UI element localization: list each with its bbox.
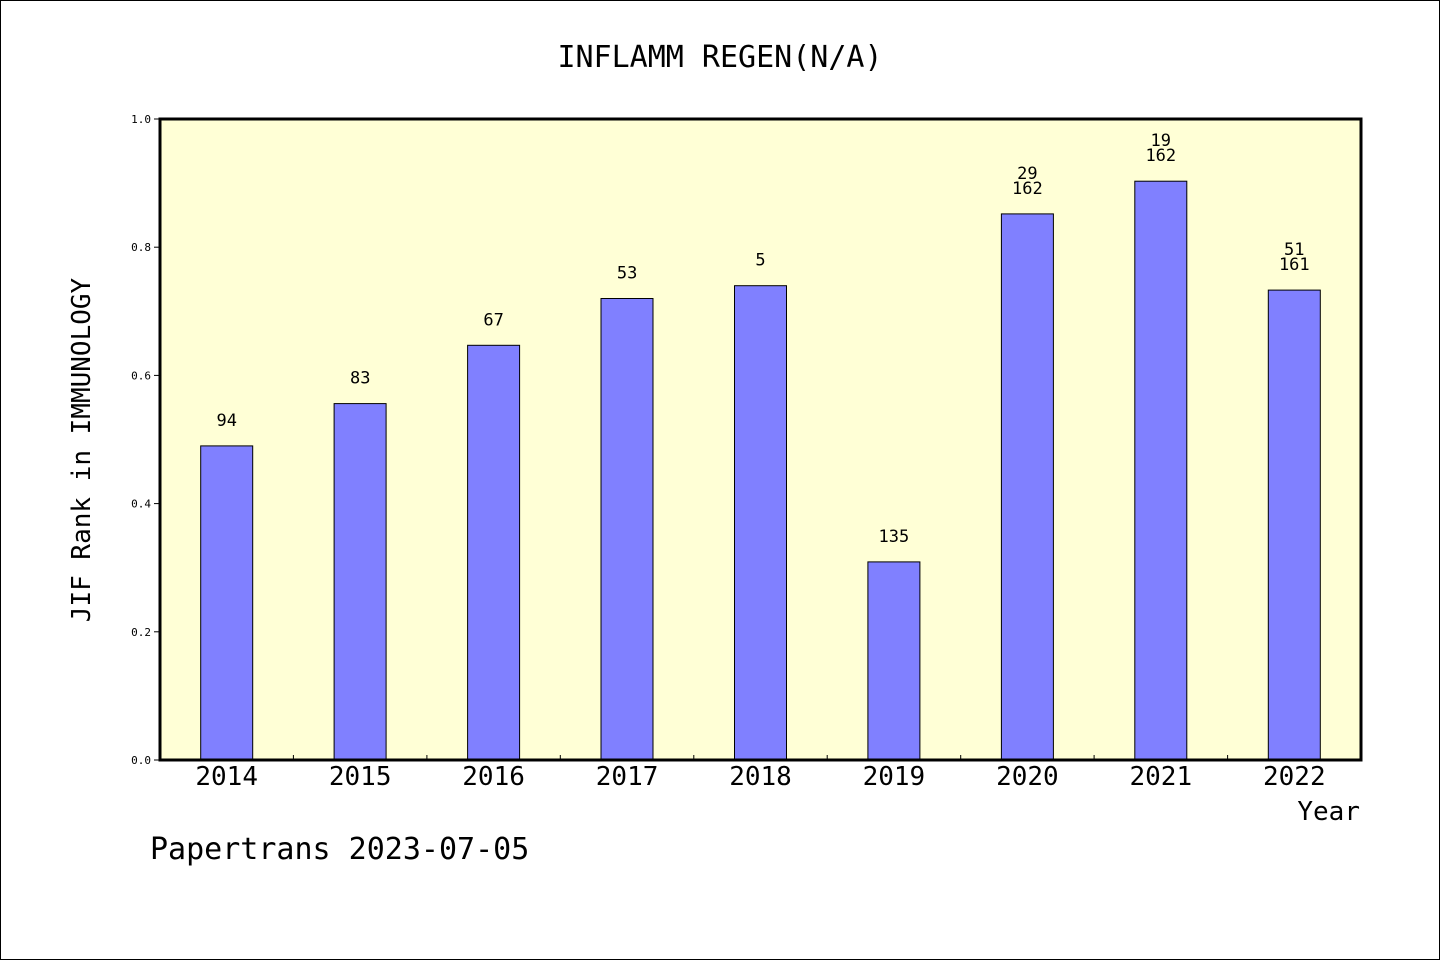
x-tick-label-2020: 2020 [996, 762, 1059, 792]
bars-group [200, 180, 1321, 761]
x-tick-label-2015: 2015 [329, 762, 392, 792]
x-tick-label-2014: 2014 [195, 762, 258, 792]
bar-2016 [467, 344, 521, 761]
y-tick-label: 0.0 [131, 754, 151, 767]
bar-label-2014: 94 [216, 411, 236, 431]
bar-label-2019: 135 [879, 527, 910, 547]
y-tick-label: 1.0 [131, 113, 151, 126]
footer-credit: Papertrans 2023-07-05 [150, 832, 530, 867]
bar-2017 [600, 298, 654, 761]
bar-label-2015: 83 [350, 369, 370, 389]
x-axis-label: Year [1297, 797, 1360, 827]
bar-label-2016: 67 [483, 310, 503, 330]
bar-label-2021-1: 19 [1151, 131, 1171, 151]
bar-2019 [867, 561, 921, 761]
x-tick-label-2018: 2018 [729, 762, 792, 792]
y-tick-label: 0.6 [131, 369, 151, 382]
y-axis: 0.0 0.2 0.4 0.6 0.8 1.0 [131, 113, 160, 767]
bar-label-2017: 53 [617, 264, 637, 284]
x-tick-label-2021: 2021 [1129, 762, 1192, 792]
x-tick-label-2016: 2016 [462, 762, 525, 792]
chart-title: INFLAMM REGEN(N/A) [557, 40, 882, 75]
bar-2021 [1134, 180, 1188, 761]
bar-label-2022-2: 161 [1279, 255, 1310, 275]
y-tick-label: 0.2 [131, 626, 151, 639]
x-tick-label-2019: 2019 [863, 762, 926, 792]
bar-label-2020-1: 29 [1017, 164, 1037, 184]
y-tick-label: 0.8 [131, 241, 151, 254]
bar-2014 [200, 445, 254, 761]
bar-label-2021-2: 162 [1145, 146, 1176, 166]
plot-border [158, 117, 1363, 762]
x-axis: 2014 2015 2016 2017 2018 2019 2020 2021 2022 [195, 755, 1326, 792]
bar-2018 [734, 285, 787, 761]
y-axis-label: JIF Rank in IMMUNOLOGY [67, 277, 97, 622]
bar-2015 [333, 403, 387, 761]
x-tick-label-2022: 2022 [1263, 762, 1326, 792]
y-tick-label: 0.4 [131, 498, 151, 511]
x-tick-label-2017: 2017 [596, 762, 659, 792]
bar-label-2018: 5 [755, 251, 765, 271]
bar-2020 [1000, 213, 1054, 761]
bar-2022 [1267, 289, 1321, 761]
bar-label-2020-2: 162 [1012, 179, 1043, 199]
bar-label-2022-1: 51 [1284, 240, 1304, 260]
